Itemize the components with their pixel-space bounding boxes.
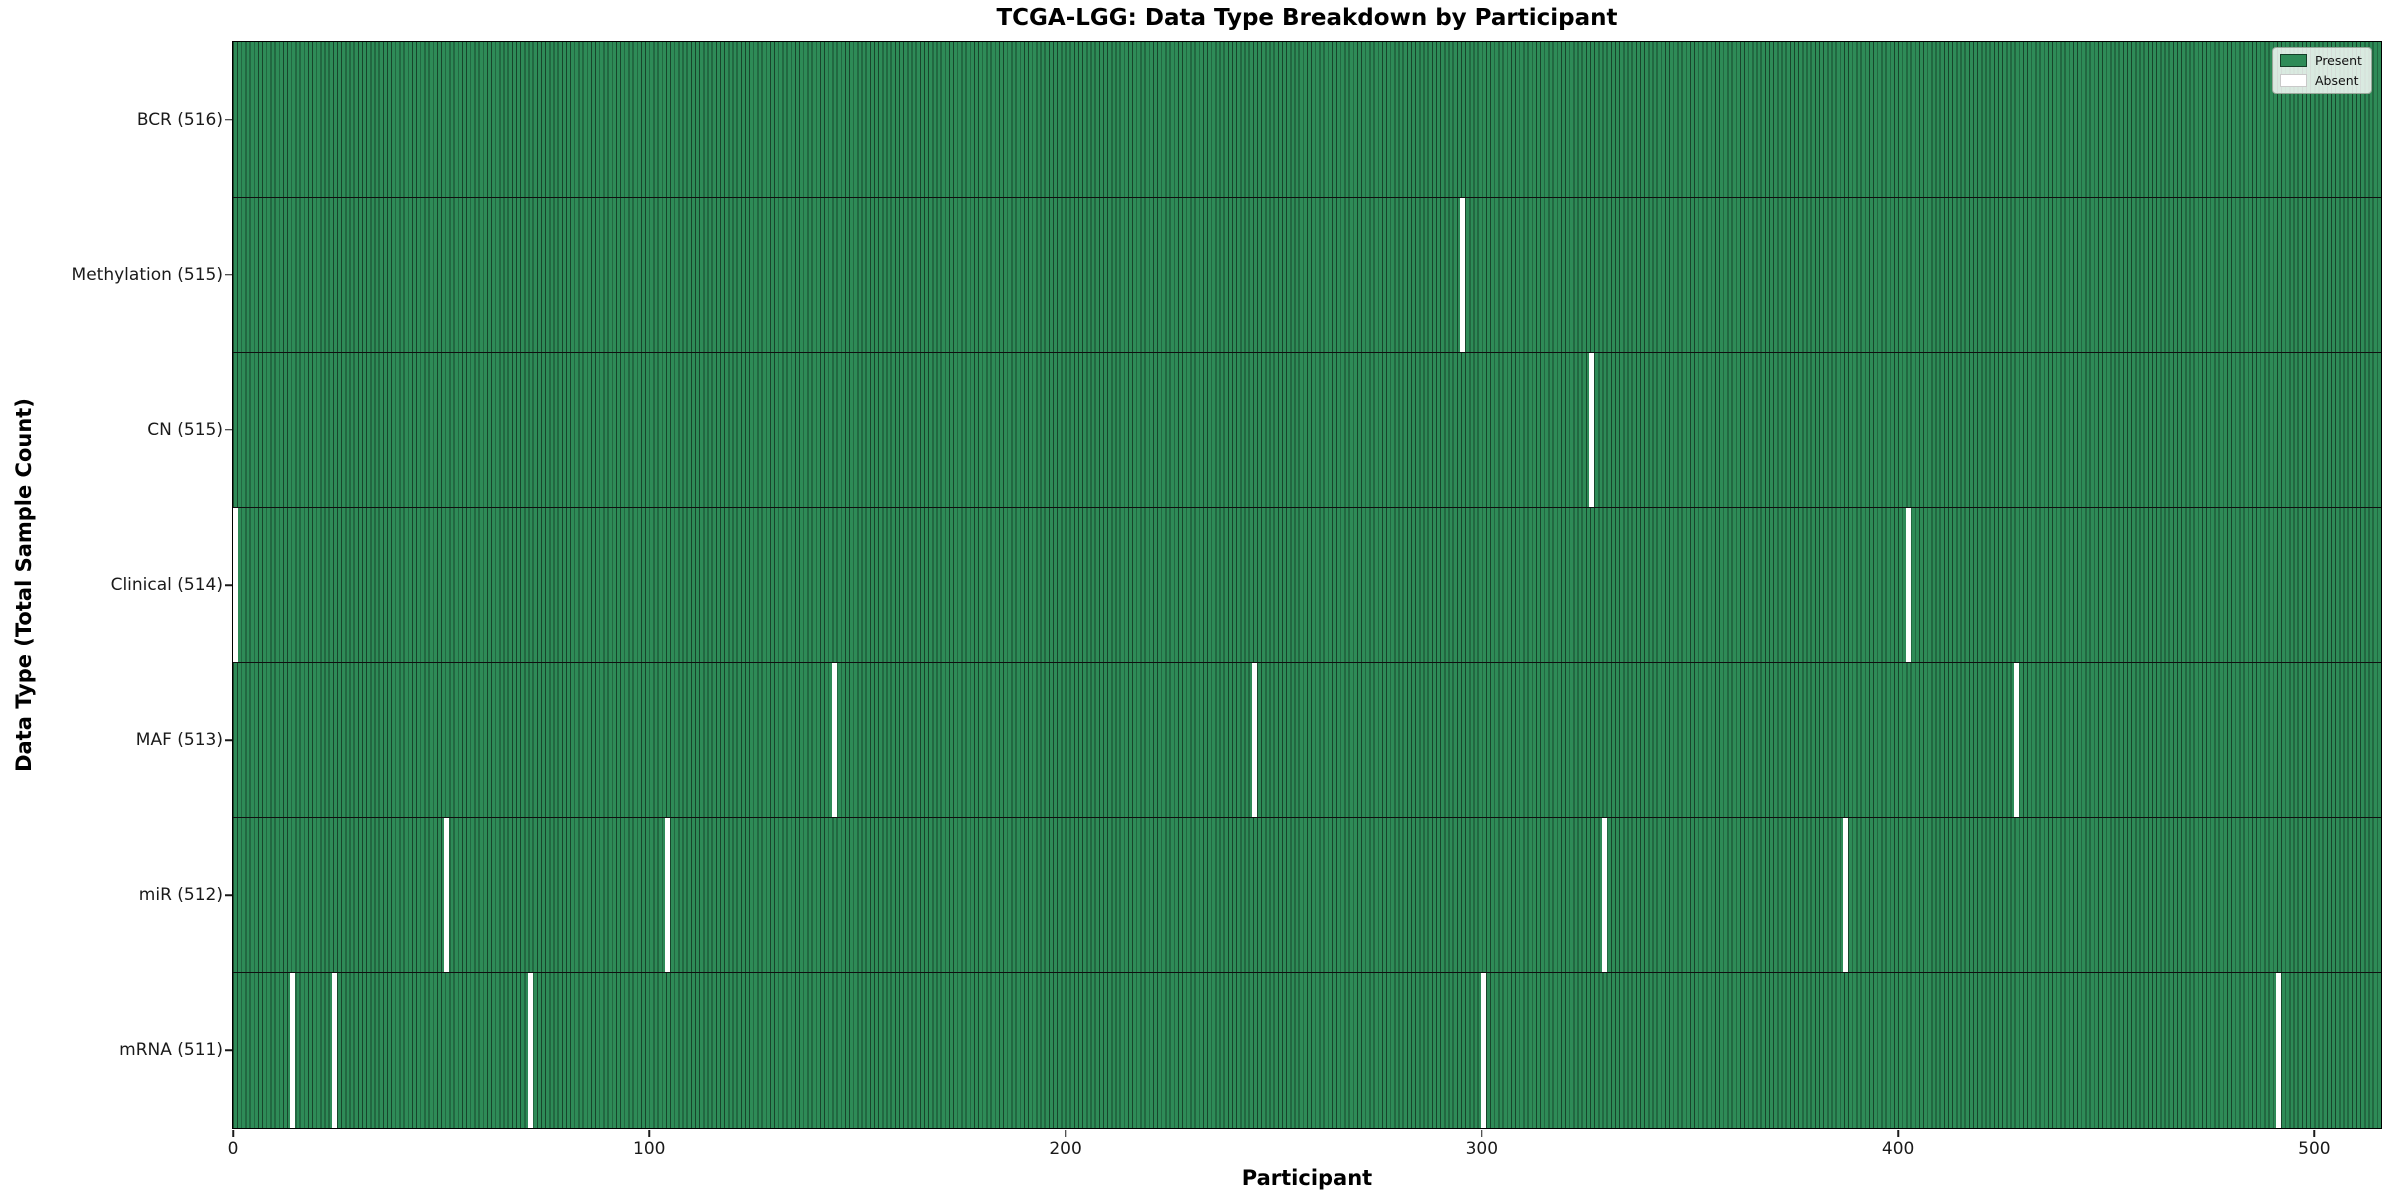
heatmap-row-Clinical	[232, 506, 2381, 664]
absent-gap-miR-104	[665, 818, 671, 974]
x-tick-mark	[1897, 1129, 1899, 1137]
legend-label-present: Present	[2315, 53, 2362, 68]
y-tick-mark	[224, 584, 232, 586]
y-axis-label: Data Type (Total Sample Count)	[12, 398, 36, 772]
y-tick-mark	[224, 429, 232, 431]
heatmap-row-CN	[232, 351, 2381, 508]
absent-gap-MAF-245	[1251, 663, 1257, 819]
y-tick-label-Methylation: Methylation (515)	[71, 264, 223, 285]
heatmap-row-miR	[232, 817, 2381, 974]
legend-label-absent: Absent	[2315, 73, 2359, 88]
y-tick-label-MAF: MAF (513)	[135, 730, 223, 751]
x-tick-label-0: 0	[227, 1139, 239, 1159]
absent-gap-miR-387	[1843, 818, 1849, 974]
x-tick-label-300: 300	[1465, 1139, 1499, 1159]
heatmap-row-BCR	[232, 41, 2381, 197]
absent-gap-mRNA-491	[2276, 973, 2282, 1129]
absent-gap-Methylation-295	[1460, 197, 1466, 353]
heatmap-row-mRNA	[232, 972, 2381, 1129]
absent-gap-MAF-144	[831, 663, 837, 819]
x-tick-mark	[1481, 1129, 1483, 1137]
x-tick-mark	[1064, 1129, 1067, 1137]
y-tick-label-Clinical: Clinical (514)	[110, 575, 223, 595]
x-tick-label-100: 100	[633, 1139, 666, 1159]
x-tick-mark	[2313, 1129, 2316, 1137]
absent-gap-mRNA-24	[332, 973, 337, 1129]
y-tick-label-miR: miR (512)	[138, 885, 223, 906]
y-tick-mark	[224, 1049, 232, 1052]
y-tick-mark	[224, 273, 232, 276]
y-tick-mark	[224, 739, 232, 741]
y-tick-label-CN: CN (515)	[147, 419, 223, 440]
absent-gap-mRNA-71	[527, 973, 533, 1129]
absent-gap-mRNA-300	[1480, 973, 1486, 1129]
x-tick-label-200: 200	[1049, 1139, 1082, 1159]
y-tick-label-BCR: BCR (516)	[136, 109, 223, 130]
present-swatch-icon	[2280, 54, 2307, 67]
y-tick-label-mRNA: mRNA (511)	[119, 1040, 223, 1061]
x-tick-label-500: 500	[2298, 1139, 2331, 1159]
heatmap-row-MAF	[232, 662, 2381, 819]
absent-gap-mRNA-14	[290, 973, 296, 1129]
plot-area	[231, 40, 2382, 1129]
x-tick-mark	[232, 1129, 234, 1137]
chart-title: TCGA-LGG: Data Type Breakdown by Partici…	[996, 5, 1618, 31]
heatmap-row-Methylation	[232, 196, 2381, 353]
y-tick-mark	[224, 894, 232, 897]
absent-swatch-icon	[2280, 74, 2307, 87]
absent-gap-CN-326	[1589, 352, 1595, 508]
absent-gap-MAF-428	[2013, 663, 2019, 819]
absent-gap-Clinical-402	[1905, 507, 1911, 664]
x-axis-label: Participant	[1241, 1166, 1373, 1190]
legend-item-present: Present	[2280, 53, 2362, 68]
absent-gap-miR-51	[444, 818, 450, 974]
x-tick-label-400: 400	[1881, 1139, 1915, 1159]
absent-gap-miR-329	[1601, 818, 1607, 974]
legend: Present Absent	[2272, 47, 2372, 94]
x-tick-mark	[648, 1129, 651, 1137]
absent-gap-Clinical-0	[232, 507, 238, 664]
y-tick-mark	[224, 118, 232, 121]
legend-item-absent: Absent	[2280, 73, 2362, 88]
